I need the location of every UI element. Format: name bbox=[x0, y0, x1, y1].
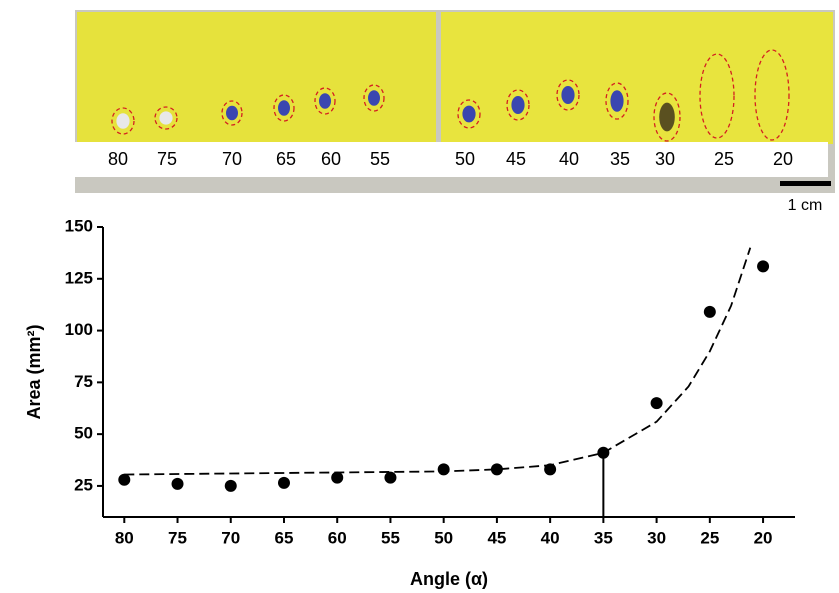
photo-label: 20 bbox=[773, 149, 793, 169]
data-point bbox=[438, 463, 450, 475]
x-tick-label: 65 bbox=[275, 528, 294, 547]
x-tick-label: 35 bbox=[594, 528, 613, 547]
data-point bbox=[544, 463, 556, 475]
photo-label: 75 bbox=[157, 149, 177, 169]
y-tick-label: 25 bbox=[74, 475, 93, 494]
spot bbox=[319, 93, 331, 109]
x-tick-label: 45 bbox=[487, 528, 506, 547]
data-point bbox=[704, 306, 716, 318]
photo-label: 40 bbox=[559, 149, 579, 169]
spot bbox=[462, 106, 475, 123]
data-point bbox=[172, 478, 184, 490]
y-tick-label: 125 bbox=[65, 268, 93, 287]
y-tick-label: 100 bbox=[65, 320, 93, 339]
data-point bbox=[491, 463, 503, 475]
data-point bbox=[757, 260, 769, 272]
x-tick-label: 40 bbox=[541, 528, 560, 547]
scale-bar bbox=[780, 181, 831, 186]
photo-label: 25 bbox=[714, 149, 734, 169]
data-point bbox=[384, 472, 396, 484]
photo-label: 45 bbox=[506, 149, 526, 169]
figure: 80 75 70 65 60 55 50 45 40 35 30 25 20 1 cm 25 50 75 10… bbox=[0, 0, 839, 593]
y-tick-label: 50 bbox=[74, 424, 93, 443]
fit-curve bbox=[124, 248, 750, 475]
data-point bbox=[118, 474, 130, 486]
spot bbox=[278, 100, 290, 116]
data-point bbox=[651, 397, 663, 409]
photo-label: 80 bbox=[108, 149, 128, 169]
photo-strip-left bbox=[77, 12, 436, 144]
y-axis-title: Area (mm²) bbox=[24, 324, 44, 419]
x-tick-label: 55 bbox=[381, 528, 400, 547]
y-tick-label: 150 bbox=[65, 216, 93, 235]
photo-label: 35 bbox=[610, 149, 630, 169]
photo-label: 30 bbox=[655, 149, 675, 169]
spot bbox=[226, 106, 238, 120]
photo-label: 60 bbox=[321, 149, 341, 169]
photo-strip-right bbox=[441, 12, 833, 144]
photo-label: 70 bbox=[222, 149, 242, 169]
x-axis-title: Angle (α) bbox=[410, 569, 488, 589]
spot bbox=[610, 90, 623, 112]
x-tick-label: 70 bbox=[221, 528, 240, 547]
spot bbox=[511, 96, 524, 114]
y-tick-label: 75 bbox=[74, 372, 93, 391]
chart: 25 50 75 100 125 150 80 75 70 65 60 55 50 45 40 35 30 25 2… bbox=[24, 216, 795, 588]
spot bbox=[159, 111, 172, 124]
data-point bbox=[278, 477, 290, 489]
spot bbox=[659, 103, 675, 132]
photo-label: 55 bbox=[370, 149, 390, 169]
photo-label: 65 bbox=[276, 149, 296, 169]
x-tick-label: 75 bbox=[168, 528, 187, 547]
x-tick-label: 20 bbox=[754, 528, 773, 547]
spot bbox=[368, 90, 380, 106]
scale-label: 1 cm bbox=[788, 197, 823, 214]
x-tick-label: 25 bbox=[700, 528, 719, 547]
spot bbox=[116, 113, 129, 129]
data-point bbox=[331, 472, 343, 484]
x-tick-label: 60 bbox=[328, 528, 347, 547]
data-point bbox=[225, 480, 237, 492]
x-tick-label: 50 bbox=[434, 528, 453, 547]
data-point bbox=[597, 447, 609, 459]
spot bbox=[561, 86, 574, 104]
x-tick-label: 30 bbox=[647, 528, 666, 547]
photo-label: 50 bbox=[455, 149, 475, 169]
x-tick-label: 80 bbox=[115, 528, 134, 547]
